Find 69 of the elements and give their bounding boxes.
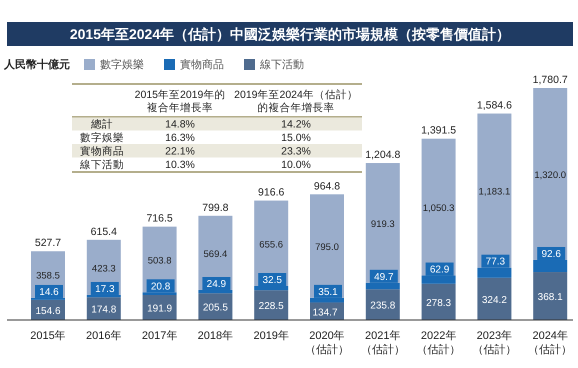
x-tick-label: 2020年（估計）: [305, 330, 349, 356]
data-label: 62.9: [430, 264, 450, 276]
data-label: 205.5: [202, 302, 228, 314]
annotation: 16.3%: [165, 132, 195, 144]
total-label: 964.8: [314, 180, 340, 192]
x-tick-label: 2015年: [30, 330, 66, 342]
total-label: 799.8: [202, 202, 229, 214]
data-label: 1,183.1: [478, 186, 510, 198]
x-tick-label: 2024年（估計）: [528, 330, 572, 356]
x-tick-label: 2016年: [86, 330, 122, 342]
data-label: 24.9: [206, 278, 227, 290]
data-label: 20.8: [150, 281, 171, 292]
data-label: 1,050.3: [422, 203, 454, 214]
data-label: 17.3: [95, 284, 115, 295]
legend-label: 數字娛樂: [100, 58, 144, 71]
x-tick-label: 2019年: [253, 330, 289, 342]
annotation: 總計: [90, 118, 113, 130]
annotation: 15.0%: [281, 132, 311, 144]
annotation: 10.0%: [281, 159, 311, 171]
x-tick-label: 2023年（估計）: [472, 330, 516, 356]
annotation: 23.3%: [281, 146, 311, 158]
data-label: 235.8: [370, 300, 396, 312]
total-label: 1,204.8: [365, 149, 400, 162]
y-axis-title: 人民幣十億元: [3, 58, 70, 71]
data-label: 14.6: [39, 286, 60, 298]
data-label: 35.1: [318, 286, 338, 298]
data-label: 77.3: [486, 256, 506, 268]
annotation: 22.1%: [165, 146, 195, 158]
annotation: 14.8%: [165, 118, 195, 130]
x-tick-label: 2018年: [198, 330, 234, 342]
x-tick-label: 2022年（估計）: [416, 330, 461, 356]
data-label: 655.6: [259, 239, 284, 250]
annotation: 14.2%: [281, 118, 311, 130]
data-label: 324.2: [482, 294, 508, 306]
data-label: 919.3: [370, 218, 395, 230]
data-label: 278.3: [426, 298, 452, 309]
annotation: 10.3%: [165, 159, 195, 171]
chart-title: 2015年至2024年（估計）中國泛娛樂行業的市場規模（按零售價值計）: [70, 26, 510, 42]
total-label: 1,780.7: [532, 74, 568, 86]
annotation: 2015年至2019年的複合年增長率: [134, 89, 226, 114]
data-label: 134.7: [312, 307, 338, 318]
data-label: 154.6: [35, 306, 61, 317]
data-label: 92.6: [541, 248, 562, 260]
total-label: 716.5: [146, 212, 173, 225]
data-label: 191.9: [147, 304, 173, 314]
total-label: 527.7: [34, 237, 62, 250]
x-tick-label: 2017年: [142, 330, 178, 342]
data-label: 423.3: [92, 263, 116, 274]
data-label: 174.8: [91, 304, 117, 316]
data-label: 795.0: [315, 242, 339, 254]
total-label: 916.6: [258, 186, 284, 199]
total-label: 615.4: [90, 226, 118, 238]
data-label: 49.7: [374, 272, 394, 283]
data-label: 569.4: [204, 248, 228, 260]
data-label: 368.1: [538, 292, 564, 304]
legend-label: 實物商品: [180, 58, 224, 71]
data-label: 228.5: [258, 301, 284, 312]
data-label: 358.5: [36, 270, 60, 282]
annotation: 數字娛樂: [80, 131, 124, 144]
annotation: 實物商品: [80, 144, 124, 158]
data-label: 1,320.0: [534, 170, 566, 181]
total-label: 1,391.5: [421, 124, 456, 137]
data-label: 503.8: [148, 255, 172, 266]
legend-label: 線下活動: [259, 59, 304, 71]
data-label: 32.5: [262, 274, 282, 286]
annotation: 線下活動: [79, 159, 124, 171]
total-label: 1,584.6: [476, 100, 512, 112]
annotation: 2019年至2024年（估計）的複合年增長率: [234, 88, 358, 114]
x-tick-label: 2021年（估計）: [360, 330, 405, 356]
